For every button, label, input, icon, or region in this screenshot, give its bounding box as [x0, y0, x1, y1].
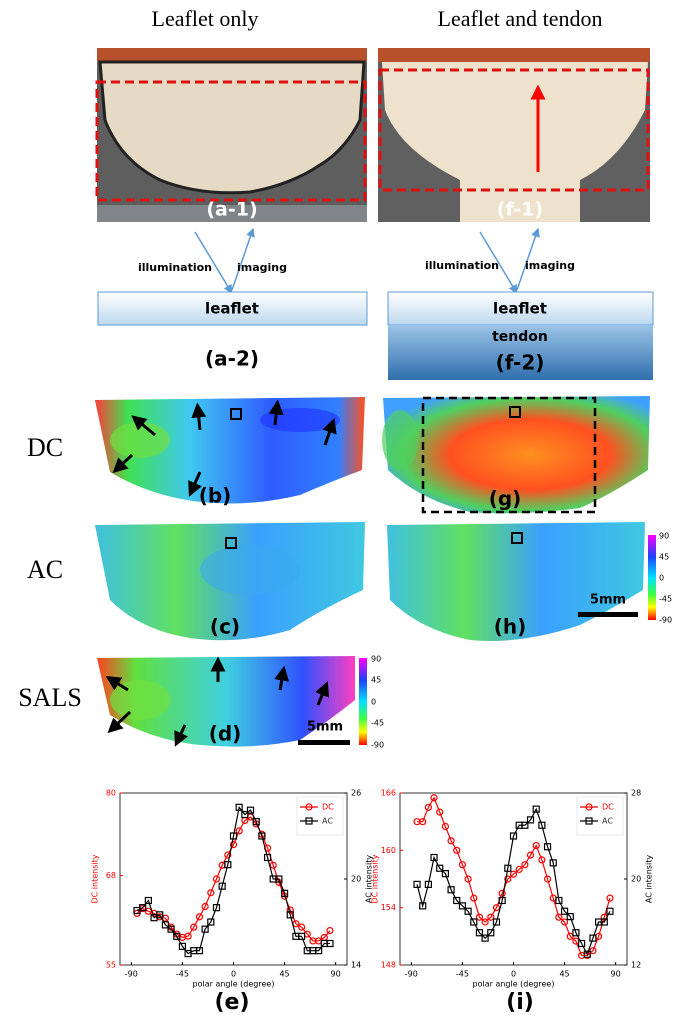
figure: Leaflet only Leaflet and tendon (a-1) (f…: [0, 0, 673, 1023]
legend-box: [577, 797, 623, 835]
y-tick-label: 160: [381, 846, 396, 855]
legend-label: AC: [322, 817, 333, 826]
y2-axis-label: AC intensity: [645, 855, 654, 903]
x-axis-label: polar angle (degree): [473, 980, 555, 989]
column-title: Leaflet only: [152, 6, 259, 31]
y-tick-label: 154: [381, 903, 396, 912]
y2-tick-label: 26: [351, 789, 361, 798]
x-tick-label: 45: [279, 970, 289, 979]
panel-label: (d): [209, 722, 242, 746]
panel-label: (f-1): [497, 199, 543, 221]
panel-label: (f-2): [496, 351, 545, 375]
scale-bar-label: 5mm: [590, 593, 626, 608]
legend-label: DC: [322, 803, 334, 812]
x-tick-label: -45: [456, 970, 469, 979]
panel-label: (b): [199, 484, 232, 508]
colorbar-tick: -90: [371, 741, 384, 750]
y-tick-label: 55: [106, 961, 116, 970]
legend-label: AC: [602, 817, 613, 826]
colorbar-tick: 45: [659, 553, 669, 562]
panel-label: (e): [214, 990, 249, 1015]
panel-label: (h): [494, 615, 527, 639]
row-label: AC: [27, 555, 63, 584]
photo: [97, 48, 367, 222]
y-tick-label: 148: [381, 961, 396, 970]
colorbar-tick: -45: [659, 595, 672, 604]
y2-tick-label: 14: [351, 961, 361, 970]
colorbar-tick: 0: [659, 574, 664, 583]
layer-label: tendon: [492, 329, 548, 345]
y-axis-label: DC intensity: [371, 854, 380, 903]
colorbar-tick: 45: [371, 676, 381, 685]
x-tick-label: 0: [511, 970, 516, 979]
colorbar-tick: -90: [659, 616, 672, 625]
row-label: SALS: [18, 683, 82, 712]
y2-tick-label: 20: [631, 875, 641, 884]
y-tick-label: 166: [381, 789, 396, 798]
x-tick-label: -45: [176, 970, 189, 979]
y-axis-label: DC intensity: [91, 854, 100, 903]
legend-box: [297, 797, 343, 835]
schematic-label: imaging: [237, 261, 287, 274]
panel-label: (g): [489, 487, 522, 511]
panel-label: (a-1): [206, 199, 257, 221]
x-axis-label: polar angle (degree): [193, 980, 275, 989]
layer-label: leaflet: [205, 300, 259, 318]
colorbar-tick: 90: [371, 655, 381, 664]
x-tick-label: -90: [125, 970, 138, 979]
x-tick-label: 45: [559, 970, 569, 979]
x-tick-label: -90: [405, 970, 418, 979]
legend-label: DC: [602, 803, 614, 812]
photo: [378, 48, 650, 222]
colorbar-tick: 90: [659, 532, 669, 541]
y-tick-label: 68: [106, 871, 116, 880]
schematic-label: illumination: [425, 259, 499, 272]
x-tick-label: 90: [331, 970, 341, 979]
panel-label: (a-2): [205, 347, 259, 371]
schematic-label: illumination: [138, 261, 212, 274]
y2-tick-label: 20: [351, 875, 361, 884]
row-label: DC: [27, 433, 63, 462]
x-tick-label: 0: [231, 970, 236, 979]
y2-tick-label: 28: [631, 789, 641, 798]
layer-label: leaflet: [493, 300, 547, 318]
schematic: [98, 232, 653, 380]
panel-label: (i): [506, 990, 534, 1015]
panel-label: (c): [210, 615, 240, 639]
y2-tick-label: 12: [631, 961, 641, 970]
schematic-label: imaging: [525, 259, 575, 272]
colorbar-tick: 0: [371, 698, 376, 707]
x-tick-label: 90: [611, 970, 621, 979]
y-tick-label: 80: [106, 789, 116, 798]
column-title: Leaflet and tendon: [438, 6, 603, 31]
scale-bar-label: 5mm: [307, 720, 343, 735]
colorbar-tick: -45: [371, 719, 384, 728]
